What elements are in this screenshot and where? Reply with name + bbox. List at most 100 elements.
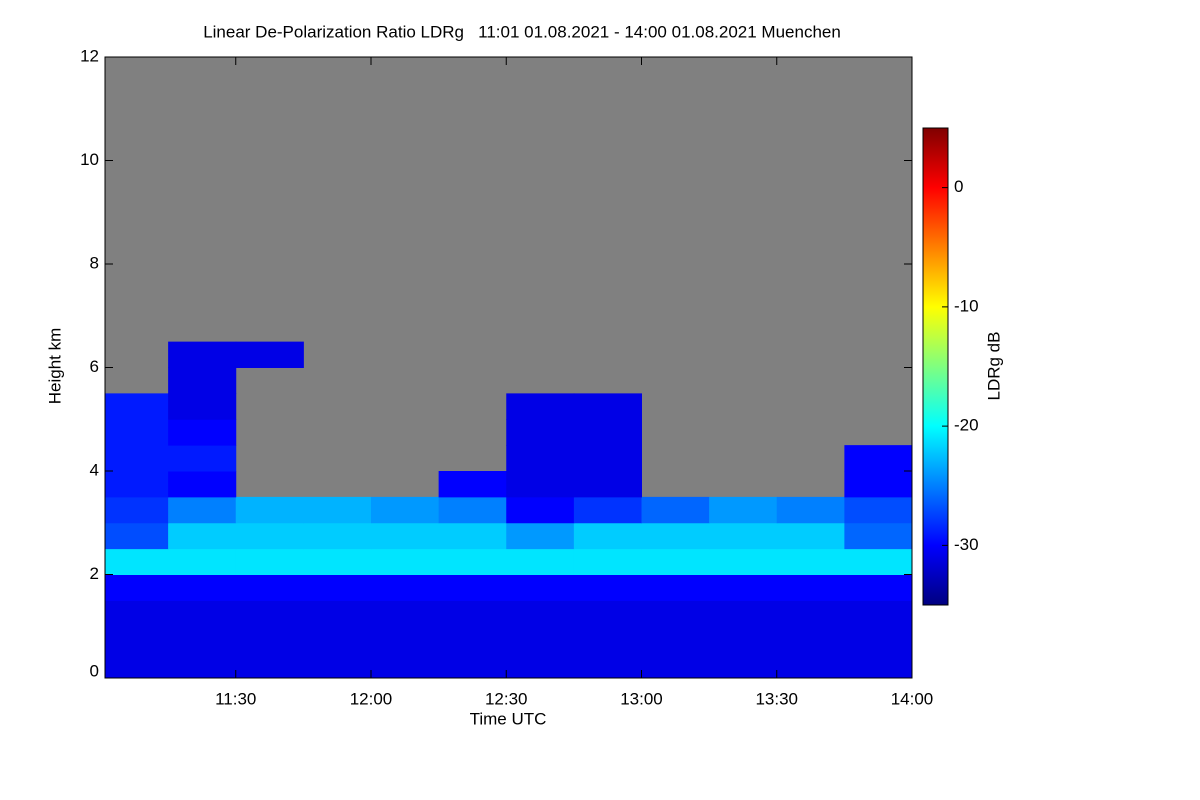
cell <box>105 471 169 498</box>
cell <box>506 522 575 550</box>
cell <box>105 496 169 524</box>
cell <box>844 471 913 498</box>
cell <box>168 652 237 679</box>
colorbar-tick-label: -10 <box>954 296 979 315</box>
cell <box>709 548 778 575</box>
chart-title: Linear De-Polarization Ratio LDRg 11:01 … <box>203 22 841 41</box>
y-tick-label: 10 <box>80 150 99 169</box>
cell <box>438 600 507 627</box>
cell <box>105 393 169 420</box>
cell <box>776 496 845 524</box>
cell <box>235 522 304 550</box>
axes: 0 2 4 6 8 10 12 11:30 12:00 12:30 13:00 13:30 14:00 <box>80 46 933 708</box>
x-axis-label: Time UTC <box>470 709 547 728</box>
y-tick-label: 0 <box>90 661 99 680</box>
cell <box>844 496 913 524</box>
cell <box>438 496 507 524</box>
cell <box>235 652 304 679</box>
cell <box>438 548 507 575</box>
colorbar-tick-label: -30 <box>954 535 979 554</box>
cell <box>168 626 237 653</box>
cell <box>438 626 507 653</box>
cell <box>370 652 440 679</box>
cell <box>709 600 778 627</box>
cell <box>303 548 372 575</box>
cell <box>641 496 710 524</box>
cell <box>370 574 440 601</box>
y-tick-label: 8 <box>90 253 99 272</box>
cell <box>105 574 169 601</box>
cell <box>168 496 237 524</box>
cell <box>573 626 642 653</box>
cell <box>105 522 169 550</box>
cell <box>506 393 575 420</box>
cell <box>370 548 440 575</box>
cell <box>303 496 372 524</box>
cell <box>573 600 642 627</box>
cell <box>168 471 237 498</box>
y-tick-label: 12 <box>80 46 99 65</box>
cell <box>168 574 237 601</box>
cell <box>168 367 237 394</box>
cell <box>235 600 304 627</box>
x-tick-label: 13:00 <box>620 689 663 708</box>
cell <box>105 548 169 575</box>
cell <box>506 652 575 679</box>
cell <box>573 522 642 550</box>
cell <box>641 574 710 601</box>
colorbar-label: LDRg dB <box>984 332 1003 401</box>
x-tick-label: 14:00 <box>891 689 934 708</box>
cell <box>168 419 237 446</box>
cell <box>776 522 845 550</box>
cell <box>303 626 372 653</box>
cell <box>438 522 507 550</box>
cell <box>776 548 845 575</box>
cell <box>105 600 169 627</box>
cell <box>506 496 575 524</box>
cell <box>506 445 575 472</box>
cell <box>438 652 507 679</box>
cell <box>641 548 710 575</box>
x-tick-label: 13:30 <box>755 689 798 708</box>
cell <box>235 341 304 368</box>
cell <box>573 548 642 575</box>
cell <box>303 652 372 679</box>
cell <box>709 626 778 653</box>
cell <box>168 522 237 550</box>
cell <box>303 522 372 550</box>
cell <box>844 522 913 550</box>
cell <box>506 419 575 446</box>
cell <box>370 496 440 524</box>
cell <box>573 445 642 472</box>
cell <box>573 652 642 679</box>
cell <box>776 626 845 653</box>
cell <box>641 652 710 679</box>
colorbar-tick-label: -20 <box>954 416 979 435</box>
cells <box>105 341 913 679</box>
cell <box>303 574 372 601</box>
y-tick-label: 6 <box>90 357 99 376</box>
cell <box>370 522 440 550</box>
colorbar <box>922 127 949 606</box>
x-tick-label: 11:30 <box>215 689 256 708</box>
cell <box>641 600 710 627</box>
cell <box>506 600 575 627</box>
y-axis-label: Height km <box>45 328 64 405</box>
cell <box>168 445 237 472</box>
x-tick-label: 12:00 <box>350 689 393 708</box>
y-tick-label: 2 <box>90 564 99 583</box>
x-tick-label: 12:30 <box>485 689 528 708</box>
y-tick-label: 4 <box>90 460 99 479</box>
cell <box>573 471 642 498</box>
cell <box>573 496 642 524</box>
cell <box>105 419 169 446</box>
cell <box>709 496 778 524</box>
cell <box>844 600 913 627</box>
cell <box>776 574 845 601</box>
cell <box>844 652 913 679</box>
cell <box>709 574 778 601</box>
cell <box>844 548 913 575</box>
cell <box>168 548 237 575</box>
cell <box>438 574 507 601</box>
